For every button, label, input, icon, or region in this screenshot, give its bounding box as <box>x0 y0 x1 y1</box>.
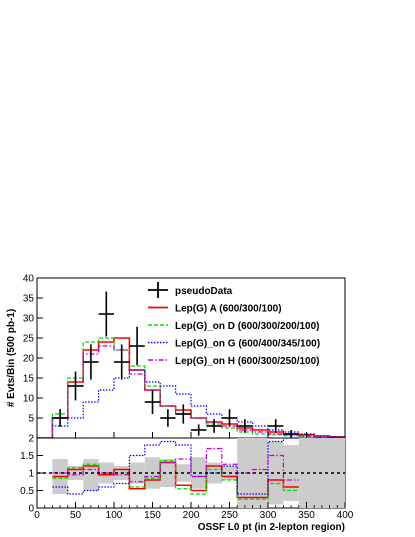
band-bin <box>191 457 207 489</box>
ratio-y-tick-label: 2 <box>28 434 34 445</box>
x-tick-label: 50 <box>70 510 82 521</box>
main-panel: 5 10 15 20 25 30 35 40 # Evts/Bin (500 pb-1) <box>6 274 346 439</box>
data-point <box>221 409 238 427</box>
data-point <box>52 409 68 427</box>
x-tick-label: 100 <box>106 510 123 521</box>
band-bin <box>298 438 315 508</box>
x-tick-label: 350 <box>298 510 315 521</box>
x-tick-label: 0 <box>34 510 40 521</box>
data-point <box>283 430 299 438</box>
data-point <box>114 344 130 380</box>
y-tick-label: 20 <box>23 354 35 365</box>
band-bin <box>268 441 284 505</box>
legend-label: pseudoData <box>175 286 233 297</box>
ratio-y-axis: 0 0.5 1 1.5 2 <box>20 434 43 515</box>
data-point <box>268 419 284 433</box>
y-tick-label: 10 <box>23 394 35 405</box>
ratio-series-lep-g-on-g-600-400-345-100 <box>52 438 299 495</box>
data-point <box>83 344 99 380</box>
legend-label: Lep(G)_on G (600/400/345/100) <box>175 339 320 350</box>
x-tick-label: 300 <box>260 510 277 521</box>
data-point <box>160 409 176 427</box>
ratio-series-lep-g-on-h-600-300-250-100 <box>52 447 299 483</box>
data-point <box>98 291 114 337</box>
main-y-axis-label: # Evts/Bin (500 pb-1) <box>6 309 17 407</box>
legend-label: Lep(G)_on H (600/300/250/100) <box>175 356 320 367</box>
band-bin <box>83 459 99 491</box>
ratio-y-tick-label: 1 <box>28 469 34 480</box>
x-axis-label: OSSF L0 pt (in 2-lepton region) <box>198 522 345 533</box>
x-tick-label: 250 <box>221 510 238 521</box>
legend-item-lep-g-a-600-300-100: Lep(G) A (600/300/100) <box>148 304 282 315</box>
legend-item-pseudodata: pseudoData <box>148 282 233 298</box>
y-tick-label: 30 <box>23 314 35 325</box>
data-point <box>237 419 253 433</box>
data-points <box>52 291 299 438</box>
data-point <box>129 326 145 366</box>
data-point <box>175 404 191 424</box>
main-y-axis: 5 10 15 20 25 30 35 40 <box>23 274 43 425</box>
data-point <box>67 371 84 401</box>
x-tick-label: 150 <box>144 510 161 521</box>
ratio-panel: 0 0.5 1 1.5 2 0 50 100 150 200 250 300 350 400 OSSF … <box>20 432 354 533</box>
y-tick-label: 40 <box>23 274 35 285</box>
data-point <box>206 419 222 433</box>
y-tick-label: 15 <box>23 374 35 385</box>
band-bin <box>129 462 145 484</box>
y-tick-label: 25 <box>23 334 35 345</box>
ratio-y-tick-label: 0.5 <box>20 486 34 497</box>
legend-item-lep-g-on-h-600-300-250-100: Lep(G)_on H (600/300/250/100) <box>148 356 320 367</box>
data-point <box>144 390 161 414</box>
x-axis: 0 50 100 150 200 250 300 350 400 <box>34 432 354 521</box>
ratio-series <box>52 438 299 500</box>
legend-item-lep-g-on-d-600-300-200-100: Lep(G)_on D (600/300/200/100) <box>148 321 320 332</box>
legend-label: Lep(G)_on D (600/300/200/100) <box>175 321 320 332</box>
y-tick-label: 35 <box>23 294 35 305</box>
legend-label: Lep(G) A (600/300/100) <box>175 304 282 315</box>
y-tick-label: 5 <box>28 414 34 425</box>
ratio-uncertainty-band <box>52 438 345 508</box>
x-tick-label: 200 <box>183 510 200 521</box>
x-tick-label: 400 <box>337 510 354 521</box>
ratio-y-tick-label: 0 <box>28 504 34 515</box>
legend-item-lep-g-on-g-600-400-345-100: Lep(G)_on G (600/400/345/100) <box>148 339 320 350</box>
band-bin <box>160 459 176 487</box>
ratio-y-tick-label: 1.5 <box>20 451 34 462</box>
data-point <box>191 424 207 436</box>
band-bin <box>206 462 222 484</box>
legend: pseudoData Lep(G) A (600/300/100) Lep(G)_o… <box>148 282 320 367</box>
ratio-series-lep-g-on-d-600-300-200-100 <box>52 460 299 500</box>
